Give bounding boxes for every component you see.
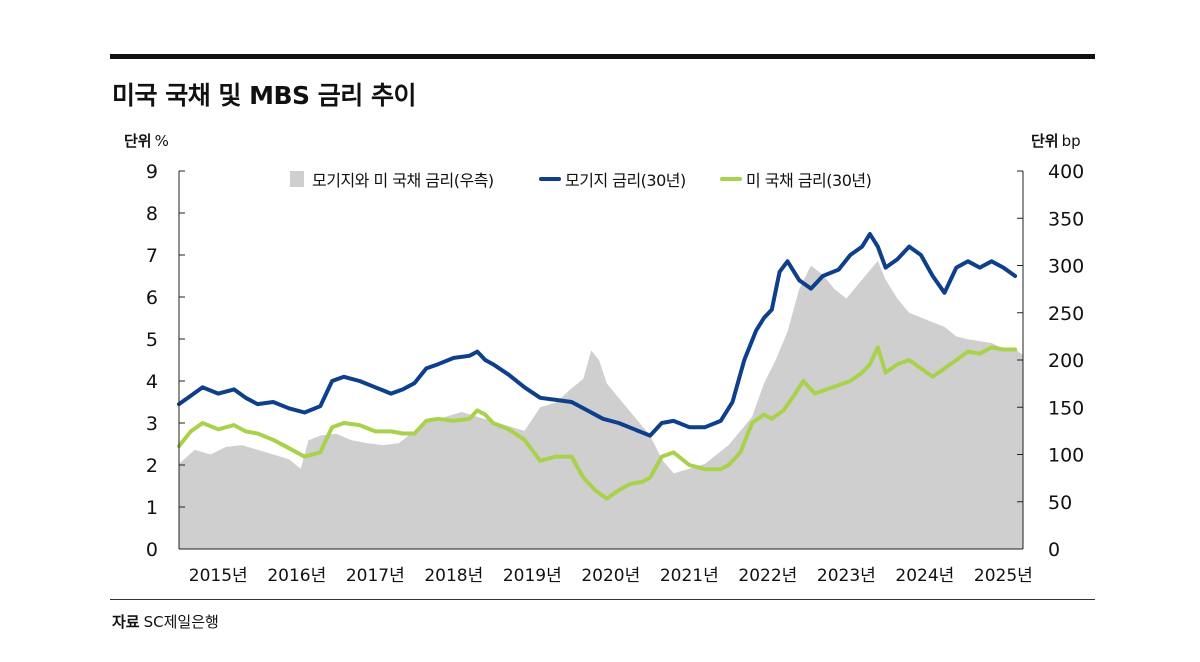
- y-left-tick-label: 3: [146, 413, 158, 435]
- x-tick-label: 2017년: [346, 566, 405, 586]
- legend-label: 모기지와 미 국채 금리(우측): [312, 171, 494, 190]
- x-tick-label: 2022년: [738, 566, 797, 586]
- x-tick-label: 2023년: [817, 566, 876, 586]
- y-right-tick-label: 50: [1048, 492, 1072, 514]
- y-right-tick-label: 350: [1048, 208, 1084, 230]
- source-label: 자료: [112, 613, 140, 631]
- right-unit-value: bp: [1061, 132, 1081, 150]
- chart-svg: 0 1 2 3 4 5 6 7 8 9 0 50 100 150 200 250 300 350 400 2015년 2…: [146, 161, 1084, 586]
- legend-label: 모기지 금리(30년): [565, 171, 686, 190]
- y-left-tick-label: 4: [146, 371, 158, 393]
- line-series-group: [177, 232, 1018, 501]
- y-left-tick-label: 6: [146, 287, 158, 309]
- series-area-spread: [179, 260, 1023, 549]
- y-left-tick-label: 9: [146, 161, 158, 183]
- x-tick-label: 2020년: [581, 566, 640, 586]
- series-line-mortgage: [177, 232, 1018, 438]
- spread-area-group: [179, 260, 1023, 549]
- y-left-tick-label: 2: [146, 455, 158, 477]
- y-right-tick-label: 100: [1048, 445, 1084, 467]
- y-left-tick-label: 5: [146, 329, 158, 351]
- y-left-tick-label: 7: [146, 245, 158, 267]
- y-right-tick-label: 0: [1048, 539, 1060, 561]
- source-note: 자료 SC제일은행: [112, 611, 219, 632]
- legend-swatch-spread: [290, 171, 304, 187]
- legend-label: 미 국채 금리(30년): [746, 171, 871, 190]
- left-unit-prefix: 단위: [124, 132, 152, 150]
- y-right-tick-label: 300: [1048, 256, 1084, 278]
- source-text: SC제일은행: [143, 613, 219, 631]
- y-right-tick-label: 150: [1048, 397, 1084, 419]
- legend: 모기지와 미 국채 금리(우측) 모기지 금리(30년) 미 국채 금리(30년): [290, 171, 872, 190]
- right-unit-label: 단위 bp: [1031, 130, 1081, 151]
- top-rule: [110, 54, 1095, 59]
- x-tick-label: 2019년: [503, 566, 562, 586]
- y-right-tick-label: 400: [1048, 161, 1084, 183]
- y-left-tick-label: 1: [146, 497, 158, 519]
- x-tick-label: 2018년: [424, 566, 483, 586]
- y-left-tick-label: 0: [146, 539, 158, 561]
- x-tick-label: 2024년: [895, 566, 954, 586]
- y-right-tick-label: 250: [1048, 303, 1084, 325]
- series-line-treasury: [177, 345, 1018, 501]
- x-tick-label: 2015년: [189, 566, 248, 586]
- left-unit-label: 단위%: [124, 130, 169, 151]
- x-tick-label: 2016년: [267, 566, 326, 586]
- chart-title: 미국 국채 및 MBS 금리 추이: [112, 81, 416, 110]
- axes-group: 0 1 2 3 4 5 6 7 8 9 0 50 100 150 200 250 300 350 400 2015년 2…: [146, 161, 1084, 586]
- left-unit-value: %: [154, 132, 169, 150]
- y-left-tick-label: 8: [146, 203, 158, 225]
- y-right-tick-label: 200: [1048, 350, 1084, 372]
- bottom-rule: [110, 599, 1095, 600]
- right-unit-prefix: 단위: [1031, 132, 1059, 150]
- x-tick-label: 2021년: [660, 566, 719, 586]
- x-tick-label: 2025년: [974, 566, 1033, 586]
